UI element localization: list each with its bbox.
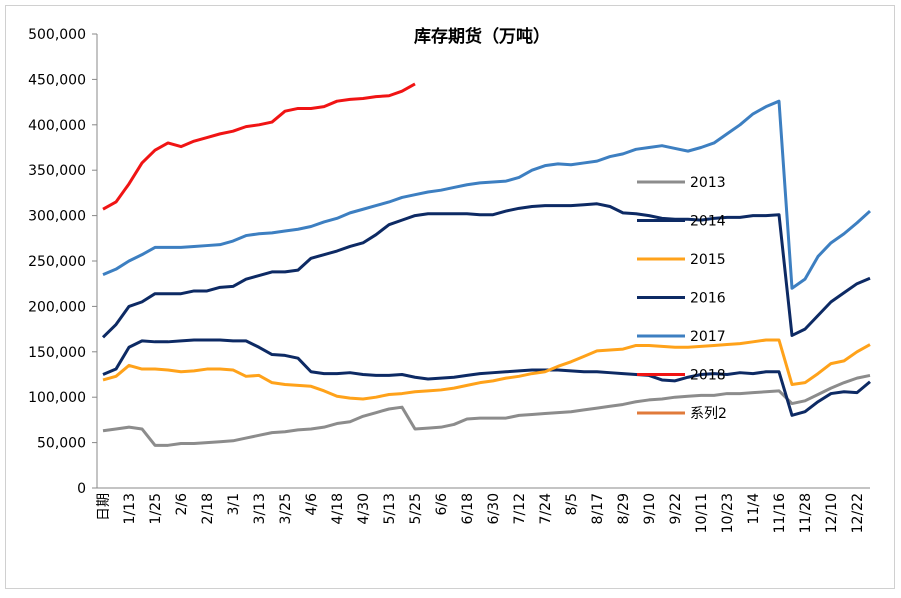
y-tick-label: 150,000 <box>28 345 86 361</box>
y-tick-label: 200,000 <box>28 299 86 315</box>
y-tick-label: 0 <box>77 481 86 497</box>
x-tick-label: 8/29 <box>616 493 632 524</box>
x-tick-label: 11/28 <box>798 493 814 533</box>
series-line <box>102 373 871 447</box>
x-tick-label: 3/13 <box>252 493 268 524</box>
x-tick-label: 4/30 <box>356 493 372 524</box>
y-tick-label: 350,000 <box>28 163 86 179</box>
x-tick-label: 8/17 <box>590 493 606 524</box>
y-tick-label: 450,000 <box>28 72 86 88</box>
chart-frame <box>5 5 895 589</box>
legend-label: 2018 <box>690 368 726 384</box>
x-tick-label: 日期 <box>96 493 112 521</box>
legend-label: 2016 <box>690 291 726 307</box>
x-tick-label: 3/25 <box>278 493 294 524</box>
x-tick-label: 7/24 <box>538 493 554 525</box>
x-tick-label: 10/11 <box>694 493 710 533</box>
x-tick-label: 12/22 <box>850 493 866 533</box>
x-tick-label: 11/16 <box>772 493 788 533</box>
x-tick-label: 6/6 <box>434 493 450 516</box>
x-tick-label: 6/18 <box>460 493 476 524</box>
legend-label: 2014 <box>690 214 726 230</box>
x-tick-label: 4/18 <box>330 493 346 524</box>
series-line <box>102 99 872 290</box>
x-tick-label: 11/4 <box>746 493 762 525</box>
series-line <box>101 202 871 339</box>
x-tick-label: 10/23 <box>720 493 736 533</box>
y-tick-label: 50,000 <box>37 436 86 452</box>
x-tick-label: 6/30 <box>486 493 502 524</box>
y-tick-label: 500,000 <box>28 27 86 43</box>
x-tick-label: 5/13 <box>382 493 398 524</box>
series-line <box>102 82 416 211</box>
x-tick-label: 8/5 <box>564 493 580 516</box>
x-tick-label: 5/25 <box>408 493 424 524</box>
x-tick-label: 9/10 <box>642 493 658 524</box>
y-tick-label: 100,000 <box>28 390 86 406</box>
x-tick-label: 9/22 <box>668 493 684 524</box>
legend-label: 系列2 <box>690 406 727 422</box>
x-tick-label: 1/13 <box>122 493 138 524</box>
series-line <box>102 338 871 417</box>
x-tick-label: 7/12 <box>512 493 528 524</box>
y-tick-label: 400,000 <box>28 118 86 134</box>
x-tick-label: 1/25 <box>148 493 164 524</box>
x-tick-label: 3/1 <box>226 493 242 516</box>
x-tick-label: 2/18 <box>200 493 216 524</box>
legend-label: 2017 <box>690 329 726 345</box>
series-line <box>102 338 871 401</box>
legend-label: 2013 <box>690 175 726 191</box>
chart-title: 库存期货（万吨） <box>414 26 550 47</box>
x-tick-label: 4/6 <box>304 493 320 516</box>
legend-label: 2015 <box>690 252 726 268</box>
y-tick-label: 250,000 <box>28 254 86 270</box>
x-tick-label: 12/10 <box>824 493 840 533</box>
y-tick-label: 300,000 <box>28 209 86 225</box>
x-tick-label: 2/6 <box>174 493 190 516</box>
